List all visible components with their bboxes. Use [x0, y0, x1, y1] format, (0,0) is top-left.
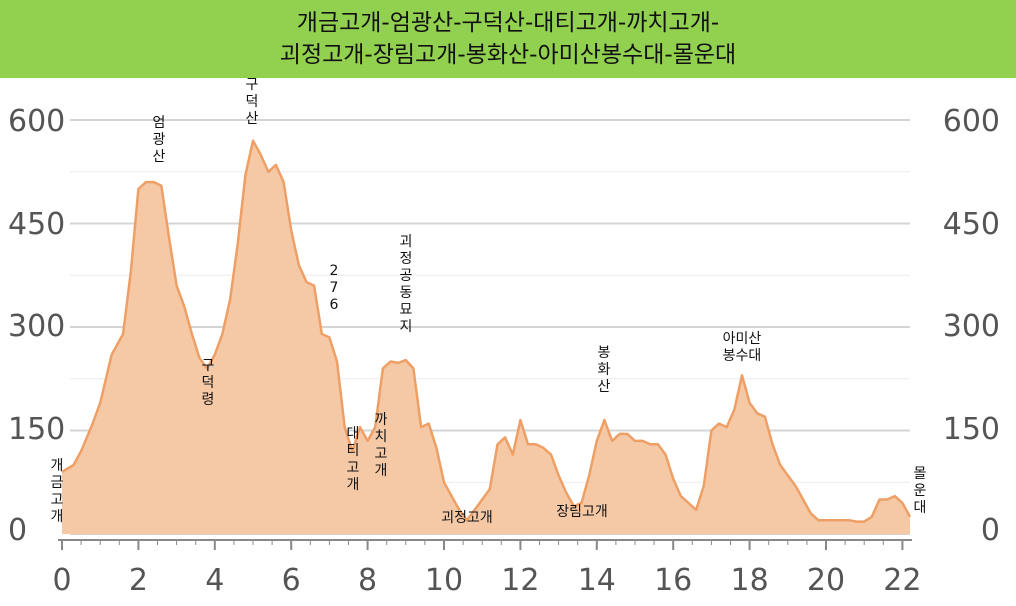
- x-tick-label-6: 6: [282, 563, 301, 598]
- title-line-1: 개금고개-엄광산-구덕산-대티고개-까치고개-: [296, 10, 720, 36]
- title-line-2: 괴정고개-장림고개-봉화산-아미산봉수대-몰운대: [279, 42, 737, 68]
- y-tick-left-450: 450: [8, 207, 65, 242]
- y-axis-left: 0 150 300 450 600: [8, 104, 65, 548]
- x-tick-label-8: 8: [358, 563, 377, 598]
- x-tick-label-22: 22: [883, 563, 921, 598]
- title-banner: 개금고개-엄광산-구덕산-대티고개-까치고개- 괴정고개-장림고개-봉화산-아미…: [0, 0, 1016, 78]
- x-tick-label-16: 16: [654, 563, 692, 598]
- annotation-label: 아미산: [723, 331, 762, 347]
- y-tick-right-600: 600: [943, 104, 1000, 139]
- y-tick-left-600: 600: [8, 104, 65, 139]
- x-tick-label-4: 4: [205, 563, 224, 598]
- annotation-label: 장림고개: [556, 504, 608, 520]
- x-tick-label-0: 0: [52, 563, 71, 598]
- y-tick-right-150: 150: [943, 412, 1000, 447]
- elevation-fill: [62, 140, 911, 534]
- x-tick-label-2: 2: [129, 563, 148, 598]
- y-axis-right: 0 150 300 450 600: [943, 104, 1000, 548]
- x-tick-label-18: 18: [731, 563, 769, 598]
- x-tick-label-14: 14: [578, 563, 616, 598]
- elevation-line: [61, 139, 912, 523]
- x-tick-label-10: 10: [425, 563, 463, 598]
- x-tick-label-12: 12: [501, 563, 539, 598]
- y-tick-left-150: 150: [8, 412, 65, 447]
- y-tick-left-300: 300: [8, 309, 65, 344]
- y-tick-right-0: 0: [981, 513, 1000, 548]
- elevation-area: [61, 139, 912, 534]
- y-tick-right-300: 300: [943, 309, 1000, 344]
- y-tick-right-450: 450: [943, 207, 1000, 242]
- y-tick-left-0: 0: [8, 513, 27, 548]
- x-axis: 0 2 4 6 8 10 12 14 16 18 20 22: [52, 539, 921, 598]
- annotation-label: 괴정고개: [441, 510, 493, 526]
- x-tick-label-20: 20: [807, 563, 845, 598]
- annotation-label: 봉수대: [723, 348, 762, 364]
